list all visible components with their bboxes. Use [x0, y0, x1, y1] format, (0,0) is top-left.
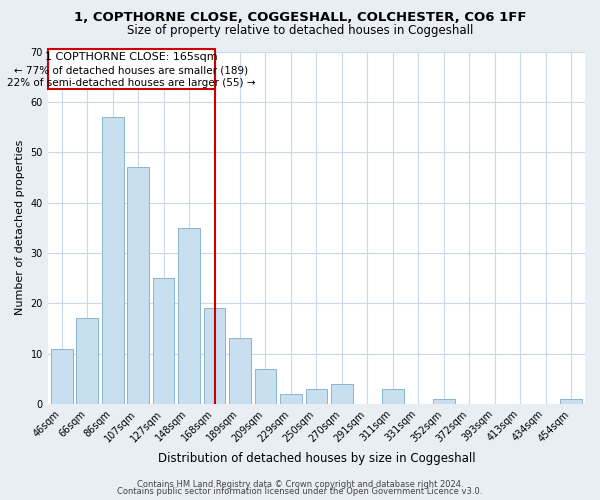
- X-axis label: Distribution of detached houses by size in Coggeshall: Distribution of detached houses by size …: [158, 452, 475, 465]
- Y-axis label: Number of detached properties: Number of detached properties: [15, 140, 25, 316]
- Bar: [229, 338, 251, 404]
- Text: ← 77% of detached houses are smaller (189): ← 77% of detached houses are smaller (18…: [14, 65, 248, 75]
- FancyBboxPatch shape: [48, 49, 215, 90]
- Bar: [433, 399, 455, 404]
- Bar: [178, 228, 200, 404]
- Text: 1 COPTHORNE CLOSE: 165sqm: 1 COPTHORNE CLOSE: 165sqm: [45, 52, 217, 62]
- Bar: [560, 399, 582, 404]
- Bar: [51, 348, 73, 404]
- Bar: [254, 368, 276, 404]
- Text: Contains HM Land Registry data © Crown copyright and database right 2024.: Contains HM Land Registry data © Crown c…: [137, 480, 463, 489]
- Text: 22% of semi-detached houses are larger (55) →: 22% of semi-detached houses are larger (…: [7, 78, 256, 88]
- Text: Size of property relative to detached houses in Coggeshall: Size of property relative to detached ho…: [127, 24, 473, 37]
- Text: Contains public sector information licensed under the Open Government Licence v3: Contains public sector information licen…: [118, 487, 482, 496]
- Bar: [102, 117, 124, 404]
- Bar: [76, 318, 98, 404]
- Bar: [127, 168, 149, 404]
- Bar: [382, 389, 404, 404]
- Bar: [153, 278, 175, 404]
- Text: 1, COPTHORNE CLOSE, COGGESHALL, COLCHESTER, CO6 1FF: 1, COPTHORNE CLOSE, COGGESHALL, COLCHEST…: [74, 11, 526, 24]
- Bar: [305, 389, 327, 404]
- Bar: [204, 308, 226, 404]
- Bar: [331, 384, 353, 404]
- Bar: [280, 394, 302, 404]
